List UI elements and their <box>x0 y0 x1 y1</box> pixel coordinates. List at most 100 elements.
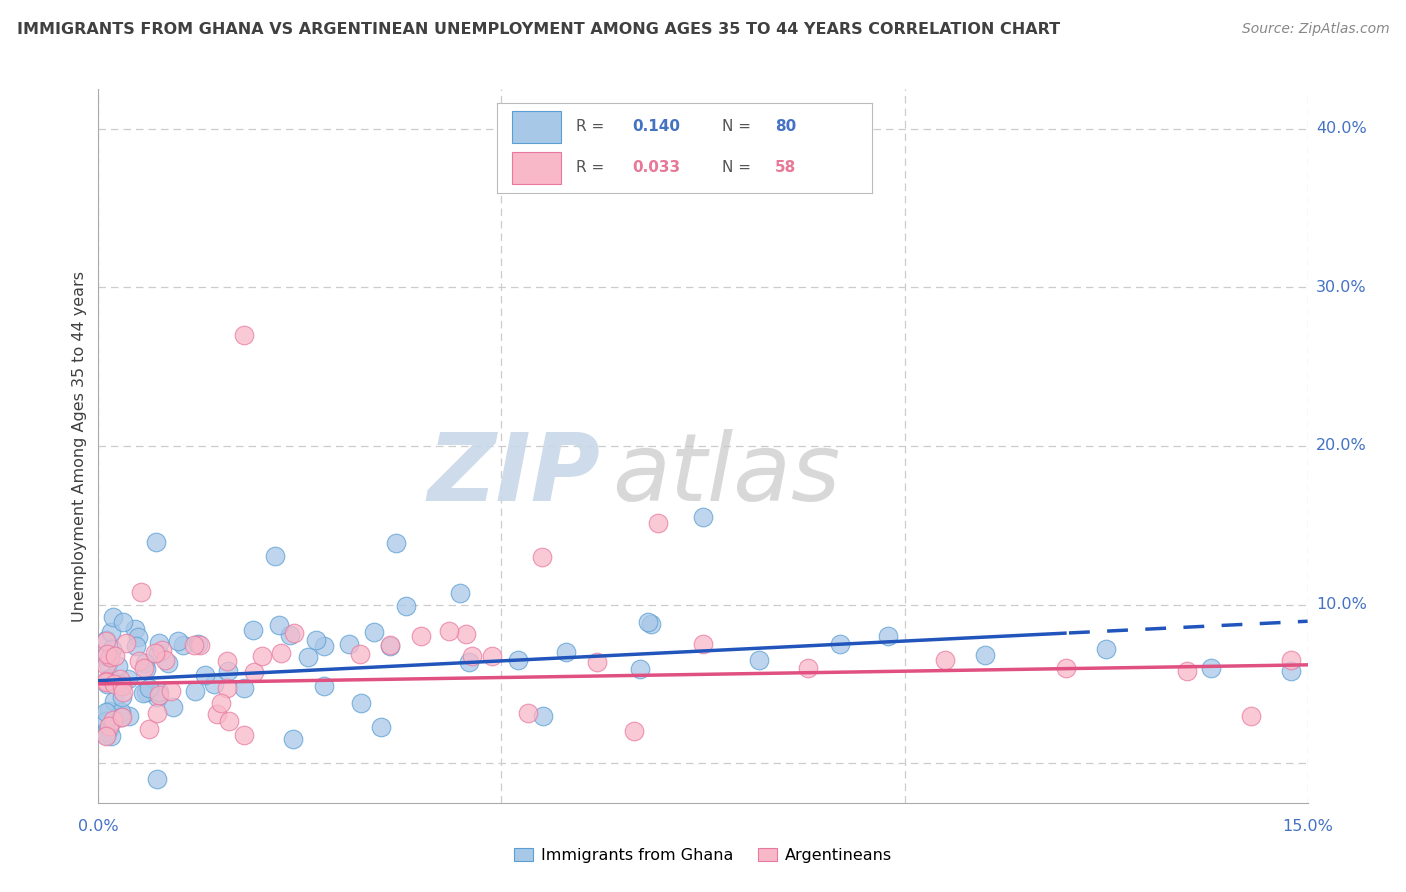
Point <box>138 723 160 737</box>
Point <box>205 706 228 721</box>
Point <box>349 647 371 661</box>
Point <box>281 731 304 746</box>
Point <box>263 549 285 563</box>
Point <box>110 710 132 724</box>
Point <box>96 728 118 742</box>
Point <box>96 648 118 663</box>
Point <box>350 697 373 711</box>
Point <box>166 633 188 648</box>
Point <box>103 677 125 691</box>
Point <box>111 710 134 724</box>
Point <box>157 657 180 671</box>
Point <box>172 638 194 652</box>
Point <box>183 638 205 652</box>
Point <box>797 661 820 675</box>
Text: 0.0%: 0.0% <box>79 820 118 835</box>
Point <box>150 643 173 657</box>
Point <box>243 665 266 680</box>
Point <box>828 637 851 651</box>
Point <box>1281 653 1303 667</box>
Point <box>1240 708 1263 723</box>
Point <box>183 683 205 698</box>
Point <box>107 658 129 673</box>
Point <box>187 637 209 651</box>
Point <box>160 684 183 698</box>
Point <box>409 629 432 643</box>
Point <box>100 625 122 640</box>
Point <box>481 648 503 663</box>
Point <box>100 729 122 743</box>
Point <box>145 535 167 549</box>
Point <box>202 677 225 691</box>
Point <box>96 633 118 648</box>
Point <box>96 647 118 661</box>
Point <box>232 328 254 343</box>
Point <box>530 549 553 564</box>
Point <box>305 633 328 648</box>
Point <box>555 645 578 659</box>
Point <box>111 679 134 693</box>
Point <box>270 646 292 660</box>
Point <box>457 655 479 669</box>
Point <box>97 657 120 672</box>
Point <box>153 653 176 667</box>
Point <box>637 615 659 630</box>
Point <box>370 720 392 734</box>
Point <box>378 638 401 652</box>
Point <box>135 685 157 699</box>
Point <box>242 623 264 637</box>
Point <box>101 609 124 624</box>
Point <box>115 636 138 650</box>
Point <box>461 648 484 663</box>
Point <box>96 725 118 739</box>
Point <box>127 631 149 645</box>
Point <box>148 689 170 703</box>
Point <box>692 637 714 651</box>
Point <box>110 672 132 686</box>
Point <box>98 719 121 733</box>
Point <box>96 675 118 690</box>
Point <box>98 723 121 737</box>
Text: atlas: atlas <box>612 429 841 520</box>
Point <box>974 648 997 663</box>
Point <box>134 661 156 675</box>
Point <box>748 653 770 667</box>
Point <box>146 706 169 721</box>
Point <box>449 586 471 600</box>
Legend: Immigrants from Ghana, Argentineans: Immigrants from Ghana, Argentineans <box>508 842 898 870</box>
Text: 10.0%: 10.0% <box>1316 597 1367 612</box>
Point <box>1199 661 1222 675</box>
Point <box>1054 661 1077 675</box>
Text: IMMIGRANTS FROM GHANA VS ARGENTINEAN UNEMPLOYMENT AMONG AGES 35 TO 44 YEARS CORR: IMMIGRANTS FROM GHANA VS ARGENTINEAN UNE… <box>17 22 1060 37</box>
Point <box>194 668 217 682</box>
Point <box>934 653 956 667</box>
Point <box>647 516 669 531</box>
Y-axis label: Unemployment Among Ages 35 to 44 years: Unemployment Among Ages 35 to 44 years <box>72 270 87 622</box>
Text: Source: ZipAtlas.com: Source: ZipAtlas.com <box>1241 22 1389 37</box>
Point <box>531 708 554 723</box>
Point <box>384 536 406 550</box>
Point <box>395 599 418 613</box>
Point <box>96 633 118 648</box>
Point <box>456 627 478 641</box>
Point <box>129 584 152 599</box>
Point <box>118 709 141 723</box>
Point <box>640 617 662 632</box>
Point <box>111 685 134 699</box>
Point <box>96 729 118 743</box>
Point <box>506 653 529 667</box>
Point <box>283 626 305 640</box>
Point <box>104 649 127 664</box>
Point <box>1095 642 1118 657</box>
Point <box>125 640 148 654</box>
Point <box>148 684 170 698</box>
Point <box>211 696 233 710</box>
Point <box>162 700 184 714</box>
Point <box>146 690 169 705</box>
Point <box>96 658 118 673</box>
Point <box>134 656 156 670</box>
Point <box>215 654 238 668</box>
Point <box>1281 664 1303 678</box>
Point <box>692 510 714 524</box>
Point <box>1175 664 1198 678</box>
